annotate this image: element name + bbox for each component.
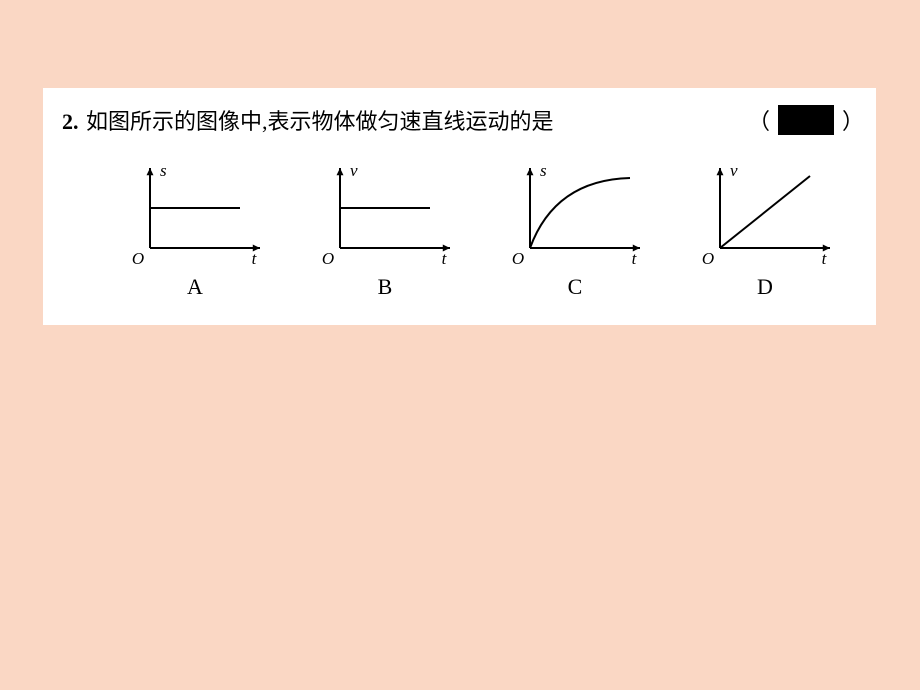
graph-option-label: D <box>757 274 773 300</box>
svg-text:s: s <box>160 161 167 180</box>
svg-text:t: t <box>822 249 828 268</box>
graph-c: Os t C <box>500 158 650 300</box>
content-box: 2. 如图所示的图像中,表示物体做匀速直线运动的是 （ ） OstAOvtBOs… <box>43 88 876 325</box>
graph-d: Ov t D <box>690 158 840 300</box>
paren-open: （ <box>748 104 770 136</box>
graph-svg-d: Ov t <box>690 158 840 268</box>
graph-svg-a: Os t <box>120 158 270 268</box>
svg-text:O: O <box>702 249 714 268</box>
svg-text:v: v <box>350 161 358 180</box>
graph-b: Ov t B <box>310 158 460 300</box>
graphs-row: Os t A Ov t B Os t C Ov t D <box>120 158 840 300</box>
graph-a: Os t A <box>120 158 270 300</box>
svg-text:s: s <box>540 161 547 180</box>
graph-option-label: A <box>187 274 203 300</box>
page: 2. 如图所示的图像中,表示物体做匀速直线运动的是 （ ） OstAOvtBOs… <box>0 0 920 690</box>
svg-text:O: O <box>512 249 524 268</box>
graph-svg-c: Os t <box>500 158 650 268</box>
svg-text:t: t <box>442 249 448 268</box>
paren-close: ） <box>842 104 864 136</box>
graph-option-label: B <box>378 274 393 300</box>
svg-text:v: v <box>730 161 738 180</box>
svg-text:t: t <box>252 249 258 268</box>
question-line: 2. 如图所示的图像中,表示物体做匀速直线运动的是 <box>62 104 554 136</box>
svg-text:t: t <box>632 249 638 268</box>
svg-text:O: O <box>132 249 144 268</box>
question-number: 2. <box>62 109 79 134</box>
graph-option-label: C <box>568 274 583 300</box>
question-text: 如图所示的图像中,表示物体做匀速直线运动的是 <box>86 109 554 134</box>
svg-text:O: O <box>322 249 334 268</box>
answer-blank <box>778 105 834 135</box>
graph-svg-b: Ov t <box>310 158 460 268</box>
